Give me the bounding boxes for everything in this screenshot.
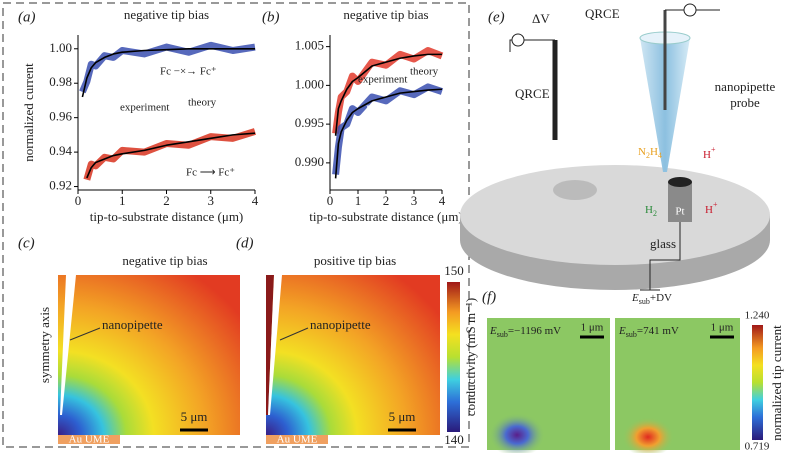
x-tick-label: 0	[75, 193, 82, 208]
annotation: nanopipette	[310, 317, 371, 332]
pipette-shape	[268, 275, 282, 415]
annotation: nanopipette	[102, 317, 163, 332]
panel-title: negative tip bias	[122, 253, 207, 268]
map-blob	[489, 413, 545, 453]
x-axis-label: tip-to-substrate distance (μm)	[309, 209, 463, 224]
y-tick-label: 0.94	[49, 143, 72, 158]
colorbar-label: conductivity (mS m⁻¹)	[463, 298, 478, 416]
annotation: experiment	[120, 102, 169, 114]
y-tick-label: 0.92	[49, 178, 72, 193]
species: H2	[645, 204, 657, 219]
species: N2H4	[638, 146, 662, 161]
x-axis-label: tip-to-substrate distance (μm)	[90, 209, 244, 224]
x-tick-label: 2	[163, 193, 170, 208]
label: nanopipette	[715, 79, 776, 94]
pipette-shape	[60, 275, 76, 415]
colorbar-label: normalized tip current	[769, 325, 784, 441]
ammeter	[683, 3, 697, 17]
panel-title: positive tip bias	[314, 253, 396, 268]
theory-line	[334, 53, 442, 136]
colorbar-max: 1.240	[745, 310, 770, 322]
x-tick-label: 0	[327, 193, 334, 208]
experiment-line	[83, 128, 257, 181]
x-tick-label: 1	[119, 193, 126, 208]
colorbar	[447, 282, 460, 432]
theory-line	[86, 132, 256, 179]
chart-title: negative tip bias	[343, 7, 428, 22]
pointer	[69, 327, 101, 341]
annotation: Fc −×→ Fc⁺	[160, 66, 217, 78]
scale-label: 5 μm	[389, 409, 416, 424]
x-tick-label: 4	[252, 193, 259, 208]
scale-label: 1 μm	[581, 322, 604, 334]
x-tick-label: 3	[208, 193, 215, 208]
annotation: Fc ⟶ Fc⁺	[186, 167, 235, 179]
label: probe	[730, 95, 760, 110]
chart-title: negative tip bias	[124, 7, 209, 22]
species: H+	[705, 200, 718, 215]
charts: (a) negative tip bias tip-to-substrate dis…	[18, 7, 463, 224]
species: H+	[703, 145, 716, 160]
label: Pt	[675, 206, 684, 218]
panel-label: (a)	[18, 9, 36, 25]
y-axis-label: normalized current	[21, 63, 36, 162]
wire	[509, 39, 555, 52]
shadow	[553, 180, 597, 200]
y-tick-label: 0.98	[49, 74, 72, 89]
scale-label: 5 μm	[181, 409, 208, 424]
panel-label: (f)	[482, 289, 496, 305]
colorbar-min: 0.719	[745, 441, 770, 453]
electrode	[266, 435, 328, 444]
theory-line	[334, 88, 443, 179]
colorbar-max: 150	[444, 263, 464, 278]
y-tick-label: 1.000	[295, 76, 324, 91]
wire	[649, 222, 681, 290]
electrode-label: Au UME	[69, 434, 110, 446]
axis-label: symmetry axis	[37, 307, 52, 383]
pipette-inner	[266, 275, 274, 415]
panel-label: (c)	[18, 235, 35, 251]
heatmap	[58, 275, 240, 435]
colorbar-min: 140	[444, 432, 464, 447]
x-tick-label: 4	[439, 193, 446, 208]
annotation: experiment	[358, 74, 407, 86]
panel-label: (e)	[488, 9, 505, 25]
annotation: Fc ⟶ Fc⁺	[363, 42, 412, 54]
y-tick-label: 0.995	[295, 115, 324, 130]
theory-line	[81, 47, 255, 98]
experiment-line	[79, 41, 256, 94]
y-tick-label: 0.990	[295, 154, 324, 169]
scale-label: 1 μm	[711, 322, 734, 334]
annotation: theory	[410, 66, 439, 78]
pt-electrode	[668, 182, 692, 222]
label: ΔV	[532, 11, 550, 26]
map-label: Esub=−1196 mV	[489, 325, 561, 340]
heatmap	[266, 275, 440, 435]
map-label: Esub=741 mV	[618, 325, 679, 340]
label: Esub+DV	[631, 292, 672, 307]
x-tick-label: 2	[383, 193, 390, 208]
disk-top	[460, 165, 770, 265]
y-tick-label: 1.005	[295, 38, 324, 53]
colorbar	[752, 325, 763, 440]
y-tick-label: 1.00	[49, 40, 72, 55]
label: QRCE	[515, 86, 550, 101]
x-tick-label: 1	[355, 193, 362, 208]
y-tick-label: 0.96	[49, 109, 72, 124]
ammeter	[511, 33, 525, 47]
annotation: theory	[188, 97, 217, 109]
map-blob	[622, 417, 674, 453]
annotation: Fc −×→ Fc⁺	[366, 104, 423, 116]
pointer	[279, 327, 309, 341]
electrode-label: Au UME	[277, 434, 318, 446]
label: QRCE	[585, 6, 620, 21]
label: glass	[650, 236, 676, 251]
pt-top	[668, 177, 692, 187]
panel-label: (b)	[262, 9, 280, 25]
panel-label: (d)	[236, 235, 254, 251]
experiment-line	[332, 83, 444, 175]
x-tick-label: 3	[411, 193, 418, 208]
electrode	[58, 435, 120, 444]
